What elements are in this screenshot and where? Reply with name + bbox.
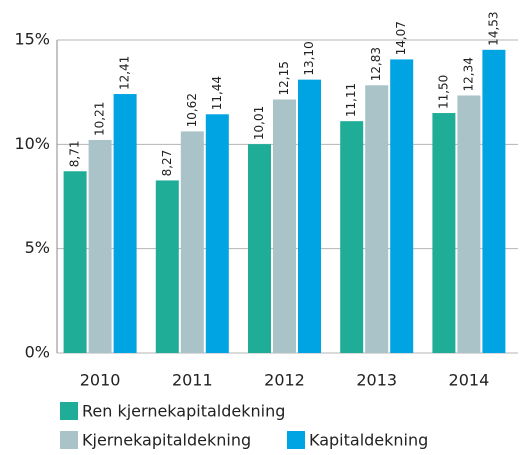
- legend-swatch: [60, 402, 78, 420]
- x-tick-label: 2013: [356, 371, 397, 390]
- y-tick-label: 0%: [25, 343, 50, 362]
- bar: [155, 180, 179, 353]
- x-tick-label: 2010: [80, 371, 121, 390]
- y-tick-label: 10%: [14, 134, 50, 153]
- bar: [88, 139, 112, 353]
- value-label: 8,27: [160, 150, 174, 177]
- legend-label: Kapitaldekning: [309, 431, 428, 450]
- value-label: 10,62: [185, 93, 199, 127]
- bar: [340, 121, 364, 354]
- legend-label: Kjernekapitaldekning: [82, 431, 251, 450]
- legend-swatch: [287, 431, 305, 449]
- value-label: 14,07: [394, 21, 408, 55]
- value-label: 11,50: [436, 75, 450, 109]
- x-tick-label: 2014: [449, 371, 490, 390]
- bar: [365, 85, 389, 353]
- bar: [113, 94, 137, 353]
- value-label: 14,53: [486, 11, 500, 45]
- bar: [298, 79, 321, 353]
- legend-label: Ren kjernekapitaldekning: [82, 402, 285, 421]
- bar: [248, 144, 271, 353]
- value-label: 8,71: [68, 141, 82, 168]
- bar: [180, 131, 204, 353]
- y-tick-label: 5%: [25, 238, 50, 257]
- value-label: 12,34: [461, 57, 475, 91]
- value-label: 11,44: [210, 76, 224, 110]
- y-tick-label: 15%: [14, 30, 50, 49]
- bar: [432, 113, 456, 354]
- x-tick-label: 2012: [264, 371, 305, 390]
- value-label: 10,01: [252, 106, 266, 140]
- bar: [205, 114, 229, 353]
- value-label: 12,41: [118, 56, 132, 90]
- value-label: 11,11: [344, 83, 358, 117]
- value-label: 12,15: [277, 61, 291, 95]
- legend-swatch: [60, 431, 78, 449]
- bar: [482, 49, 506, 353]
- x-tick-label: 2011: [172, 371, 213, 390]
- bar: [390, 59, 414, 353]
- value-label: 13,10: [302, 41, 316, 75]
- bar: [457, 95, 481, 353]
- value-label: 10,21: [93, 102, 107, 136]
- bar: [273, 99, 296, 353]
- value-label: 12,83: [369, 47, 383, 81]
- bar: [63, 171, 87, 353]
